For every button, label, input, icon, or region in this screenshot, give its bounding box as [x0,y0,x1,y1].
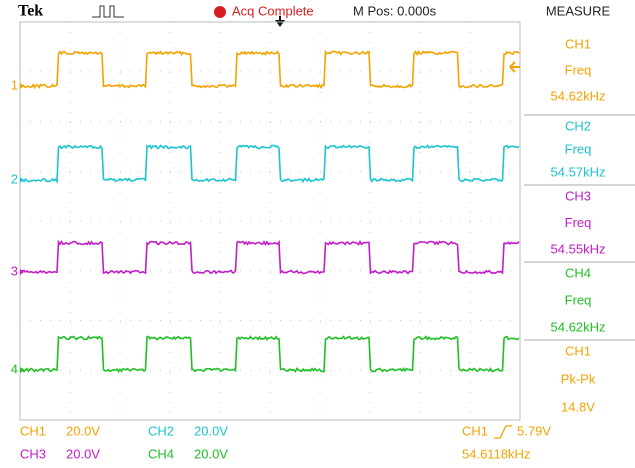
trigger-level-marker [509,61,520,73]
graticule [19,21,521,421]
channel-marker-arrow [20,177,24,183]
scale-channel: CH4 [148,446,174,461]
trigger-frequency: 54.6118kHz [462,446,530,461]
measure-value: 54.55kHz [551,241,606,256]
measure-type: Freq [565,62,592,77]
measure-channel: CH2 [565,118,591,133]
scale-channel: CH2 [148,423,174,438]
trigger-slope [494,425,512,439]
brand: Tek [18,3,43,20]
measure-value: 54.62kHz [551,319,606,334]
scale-value: 20.0V [194,446,228,461]
scale-value: 20.0V [194,423,228,438]
measure-type: Freq [565,215,592,230]
waveform [20,144,520,184]
menu-title: MEASURE [546,3,611,18]
measure-channel: CH1 [565,36,591,51]
channel-marker-arrow [20,83,24,89]
measure-channel: CH1 [565,343,591,358]
channel-marker-arrow [20,367,24,373]
measure-channel: CH3 [565,188,591,203]
acq-status: Acq Complete [232,3,314,18]
trigger-level: 5.79V [517,423,551,438]
scale-value: 20.0V [66,423,100,438]
waveform [20,335,520,373]
footer: CH1 20.0V CH2 20.0V CH3 20.0V CH4 20.0V CH1 5.79V… [20,423,551,461]
measure-type: Pk-Pk [561,371,596,386]
measure-value: 54.62kHz [551,88,606,103]
waveforms: 1 2 3 4 [11,49,520,376]
measure-channel: CH4 [565,265,591,280]
scale-channel: CH3 [20,446,46,461]
trigger-source: CH1 [462,423,488,438]
measure-value: 54.57kHz [551,164,606,179]
channel-marker: 3 [11,263,18,278]
measure-type: Freq [565,292,592,307]
channel-marker-arrow [20,269,24,275]
channel-marker: 2 [11,171,18,186]
channel-marker: 1 [11,77,18,92]
waveform [20,49,520,90]
position: M Pos: 0.000s [353,3,437,18]
trigger-icon [92,5,124,18]
measure-type: Freq [565,141,592,156]
measure-value: 14.8V [561,399,595,414]
waveform [20,239,520,275]
scale-channel: CH1 [20,423,46,438]
measure-panel: CH1 Freq 54.62kHz CH2 Freq 54.57kHz CH3 Freq 54.… [524,36,635,414]
channel-marker: 4 [11,361,18,376]
scale-value: 20.0V [66,446,100,461]
run-indicator [214,6,226,18]
